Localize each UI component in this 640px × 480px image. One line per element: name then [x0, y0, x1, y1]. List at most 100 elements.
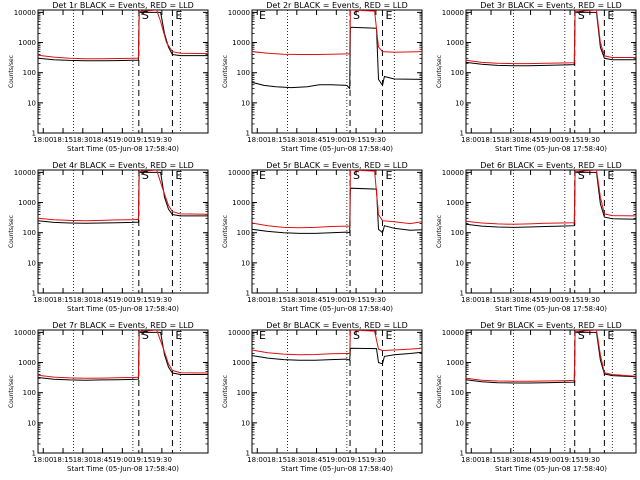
y-tick-label: 100 — [237, 229, 250, 237]
chart-panel-8: Det 8r BLACK = Events, RED = LLD 1 10 100 10… — [222, 321, 423, 473]
plot-frame — [251, 169, 423, 294]
y-tick-label: 10000 — [442, 9, 464, 17]
chart-title: Det 2r BLACK = Events, RED = LLD — [266, 1, 408, 10]
chart-panel-5: Det 5r BLACK = Events, RED = LLD 1 10 100 10… — [222, 161, 423, 313]
marker-e: E — [259, 9, 266, 22]
y-tick-label: 1000 — [232, 39, 250, 47]
plot-frame — [37, 9, 209, 134]
x-tick-label: 19:30 — [580, 456, 600, 464]
chart-panel-1: Det 1r BLACK = Events, RED = LLD 1 10 100 10… — [8, 1, 209, 153]
marker-e: E — [385, 169, 392, 182]
plot-frame — [465, 329, 637, 454]
y-tick-label: 100 — [23, 229, 36, 237]
y-axis-label: Counts/sec — [8, 55, 15, 88]
x-tick-label: 18:15 — [53, 136, 73, 144]
chart-title: Det 8r BLACK = Events, RED = LLD — [266, 321, 408, 330]
series-line-red — [38, 330, 208, 379]
series-line-black — [466, 11, 636, 67]
x-tick-label: 18:45 — [520, 296, 540, 304]
x-tick-label: 19:15 — [346, 136, 366, 144]
marker-s: S — [142, 329, 149, 342]
chart-title: Det 4r BLACK = Events, RED = LLD — [52, 161, 194, 170]
y-tick-label: 1000 — [446, 359, 464, 367]
marker-s: S — [353, 329, 360, 342]
x-tick-label: 19:15 — [346, 456, 366, 464]
x-tick-label: 19:15 — [132, 456, 152, 464]
x-tick-label: 19:00 — [540, 456, 560, 464]
x-tick-label: 19:15 — [132, 296, 152, 304]
plot-frame — [465, 9, 637, 134]
y-tick-label: 10 — [27, 259, 36, 267]
x-tick-label: 19:30 — [366, 296, 386, 304]
x-tick-label: 18:15 — [267, 456, 287, 464]
x-tick-label: 19:30 — [580, 136, 600, 144]
series-line-black — [252, 347, 422, 365]
marker-s: S — [353, 9, 360, 22]
x-tick-label: 19:00 — [112, 456, 132, 464]
x-tick-label: 19:15 — [560, 456, 580, 464]
y-tick-label: 1 — [246, 290, 250, 298]
marker-s: S — [353, 169, 360, 182]
y-tick-label: 1 — [32, 450, 36, 458]
marker-e: E — [175, 9, 182, 22]
chart-title: Det 3r BLACK = Events, RED = LLD — [480, 1, 622, 10]
y-tick-label: 1 — [460, 290, 464, 298]
x-tick-label: 18:15 — [481, 456, 501, 464]
marker-s: S — [142, 169, 149, 182]
y-tick-label: 1 — [246, 450, 250, 458]
x-tick-label: 18:15 — [53, 296, 73, 304]
x-tick-label: 19:15 — [560, 296, 580, 304]
marker-e: E — [259, 169, 266, 182]
x-tick-label: 19:00 — [326, 296, 346, 304]
y-tick-label: 10000 — [14, 329, 36, 337]
x-axis-label: Start Time (05-Jun-08 17:58:40) — [281, 145, 393, 153]
x-tick-label: 19:30 — [366, 136, 386, 144]
y-tick-label: 1000 — [446, 39, 464, 47]
x-tick-label: 19:00 — [326, 456, 346, 464]
y-axis-label: Counts/sec — [8, 215, 15, 248]
marker-e: E — [385, 9, 392, 22]
chart-panel-9: Det 9r BLACK = Events, RED = LLD 1 10 100 10… — [436, 321, 637, 473]
y-tick-label: 10000 — [228, 329, 250, 337]
y-tick-label: 100 — [237, 69, 250, 77]
x-tick-label: 18:45 — [92, 136, 112, 144]
x-tick-label: 18:00 — [247, 296, 267, 304]
series-line-red — [252, 170, 422, 229]
y-tick-label: 1 — [460, 130, 464, 138]
x-tick-label: 18:45 — [306, 456, 326, 464]
x-axis-label: Start Time (05-Jun-08 17:58:40) — [495, 305, 607, 313]
series-line-black — [252, 26, 422, 90]
marker-e: E — [607, 169, 614, 182]
x-tick-label: 19:30 — [580, 296, 600, 304]
y-tick-label: 10 — [241, 259, 250, 267]
x-axis-label: Start Time (05-Jun-08 17:58:40) — [67, 305, 179, 313]
chart-panel-4: Det 4r BLACK = Events, RED = LLD 1 10 100 10… — [8, 161, 209, 313]
x-tick-label: 19:30 — [366, 456, 386, 464]
y-tick-label: 1000 — [232, 359, 250, 367]
chart-panel-6: Det 6r BLACK = Events, RED = LLD 1 10 100 10… — [436, 161, 637, 313]
x-tick-label: 18:00 — [33, 296, 53, 304]
y-tick-label: 100 — [451, 69, 464, 77]
x-axis-label: Start Time (05-Jun-08 17:58:40) — [67, 145, 179, 153]
y-tick-label: 10 — [455, 99, 464, 107]
marker-s: S — [578, 329, 585, 342]
y-tick-label: 10 — [241, 419, 250, 427]
chart-title: Det 9r BLACK = Events, RED = LLD — [480, 321, 622, 330]
plot-frame — [37, 169, 209, 294]
x-tick-label: 18:00 — [461, 296, 481, 304]
y-tick-label: 100 — [451, 389, 464, 397]
y-tick-label: 10000 — [14, 169, 36, 177]
plot-frame — [251, 9, 423, 134]
x-tick-label: 18:30 — [287, 136, 307, 144]
x-tick-label: 18:00 — [461, 136, 481, 144]
chart-title: Det 1r BLACK = Events, RED = LLD — [52, 1, 194, 10]
marker-e: E — [175, 169, 182, 182]
y-tick-label: 10000 — [442, 169, 464, 177]
x-tick-label: 18:00 — [247, 456, 267, 464]
y-axis-label: Counts/sec — [436, 215, 443, 248]
y-tick-label: 10000 — [228, 169, 250, 177]
x-tick-label: 18:45 — [306, 136, 326, 144]
y-tick-label: 100 — [237, 389, 250, 397]
y-tick-label: 100 — [23, 69, 36, 77]
